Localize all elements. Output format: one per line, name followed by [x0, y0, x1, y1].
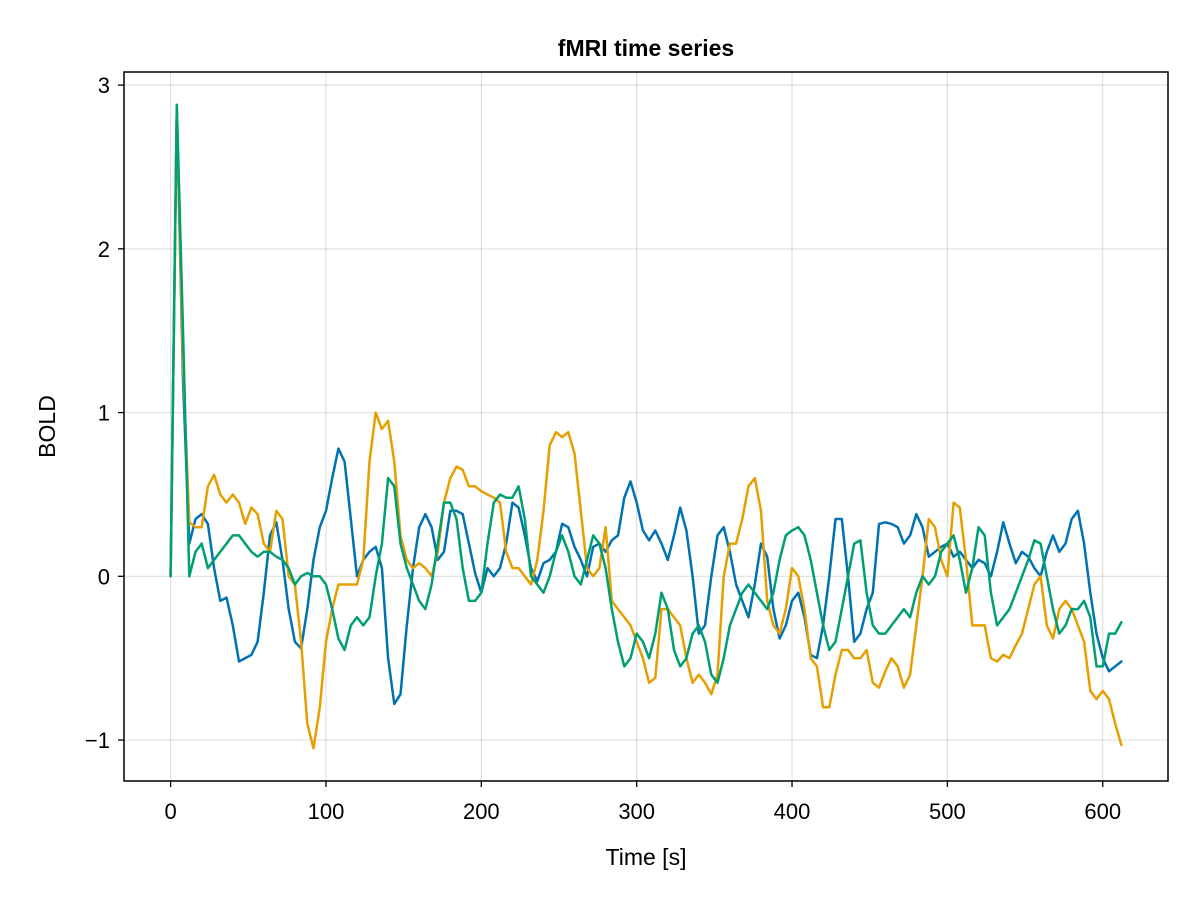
- x-tick-label: 100: [308, 799, 345, 824]
- x-tick-label: 500: [929, 799, 966, 824]
- plot-frame: [123, 71, 1169, 782]
- x-axis-label: Time [s]: [606, 844, 687, 870]
- y-tick-label: 1: [98, 401, 110, 426]
- grid: [124, 72, 1168, 781]
- y-axis-label: BOLD: [34, 395, 60, 458]
- x-tick-label: 0: [164, 799, 176, 824]
- series-line-2: [169, 108, 1123, 750]
- y-tick-label: 0: [98, 564, 110, 589]
- x-tick-label: 400: [774, 799, 811, 824]
- y-tick-label: 3: [98, 73, 110, 98]
- x-tick-label: 600: [1084, 799, 1121, 824]
- y-tick-label: 2: [98, 237, 110, 262]
- chart-title: fMRI time series: [558, 35, 734, 61]
- axis-ticks: 0 100 200 300 400 500 600 −1 0 1 2 3: [85, 73, 1121, 824]
- series-lines: [169, 103, 1123, 750]
- series-line-1: [169, 108, 1123, 706]
- x-tick-label: 300: [618, 799, 655, 824]
- y-tick-label: −1: [85, 728, 110, 753]
- x-tick-label: 200: [463, 799, 500, 824]
- series-line-3: [169, 103, 1123, 685]
